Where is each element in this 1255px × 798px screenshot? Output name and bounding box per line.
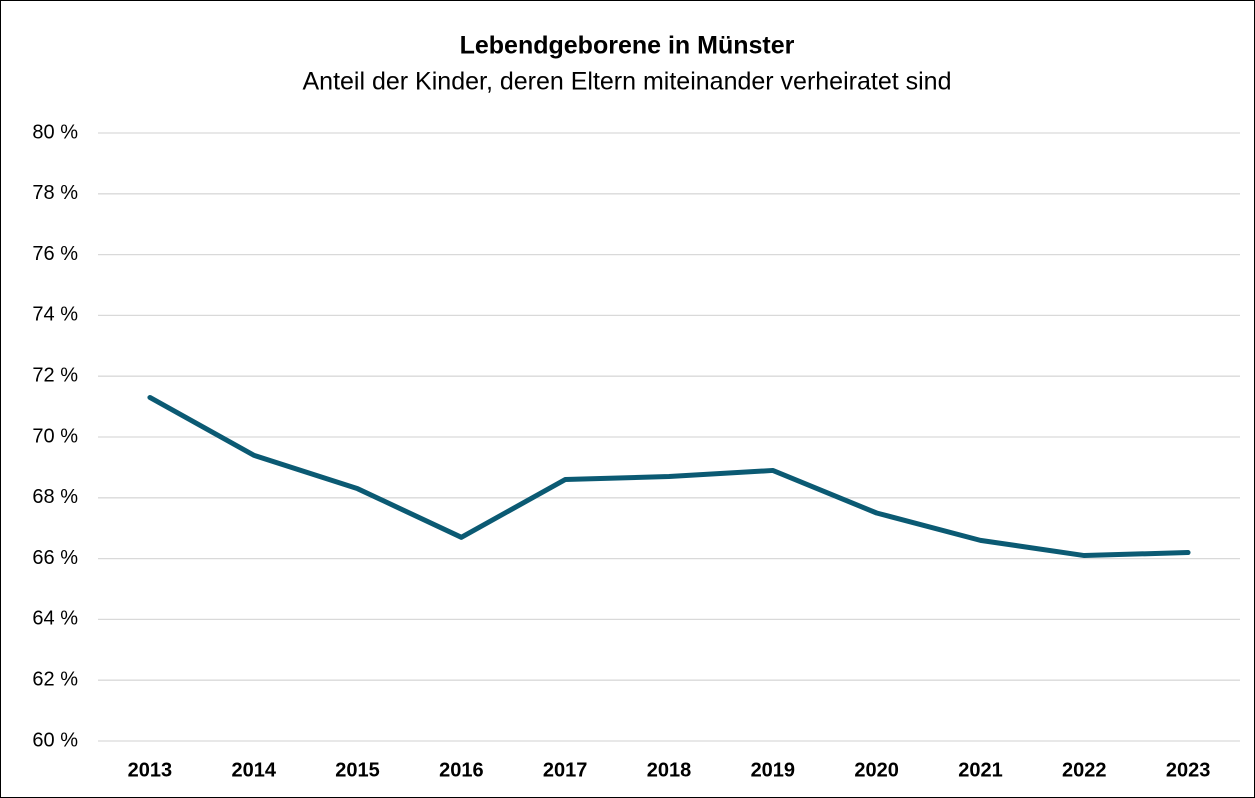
y-tick-label: 64 % [32,608,78,630]
chart-subtitle: Anteil der Kinder, deren Eltern miteinan… [303,68,952,96]
y-tick-label: 60 % [32,729,78,751]
x-tick-label: 2022 [1062,759,1107,781]
y-tick-label: 80 % [32,121,78,143]
x-tick-label: 2014 [231,759,276,781]
y-tick-label: 70 % [32,425,78,447]
y-tick-label: 76 % [32,243,78,265]
y-tick-label: 62 % [32,668,78,690]
chart-title: Lebendgeborene in Münster [460,32,795,60]
x-tick-label: 2023 [1166,759,1211,781]
y-tick-label: 68 % [32,486,78,508]
y-tick-label: 66 % [32,547,78,569]
data-line [147,394,1191,559]
x-tick-label: 2019 [751,759,796,781]
x-tick-label: 2018 [647,759,692,781]
x-tick-label: 2017 [543,759,588,781]
x-tick-label: 2013 [128,759,173,781]
x-tick-label: 2020 [854,759,899,781]
x-tick-label: 2016 [439,759,484,781]
x-tick-label: 2015 [335,759,380,781]
y-tick-label: 72 % [32,364,78,386]
y-tick-label: 74 % [32,304,78,326]
x-tick-label: 2021 [958,759,1003,781]
y-tick-label: 78 % [32,182,78,204]
